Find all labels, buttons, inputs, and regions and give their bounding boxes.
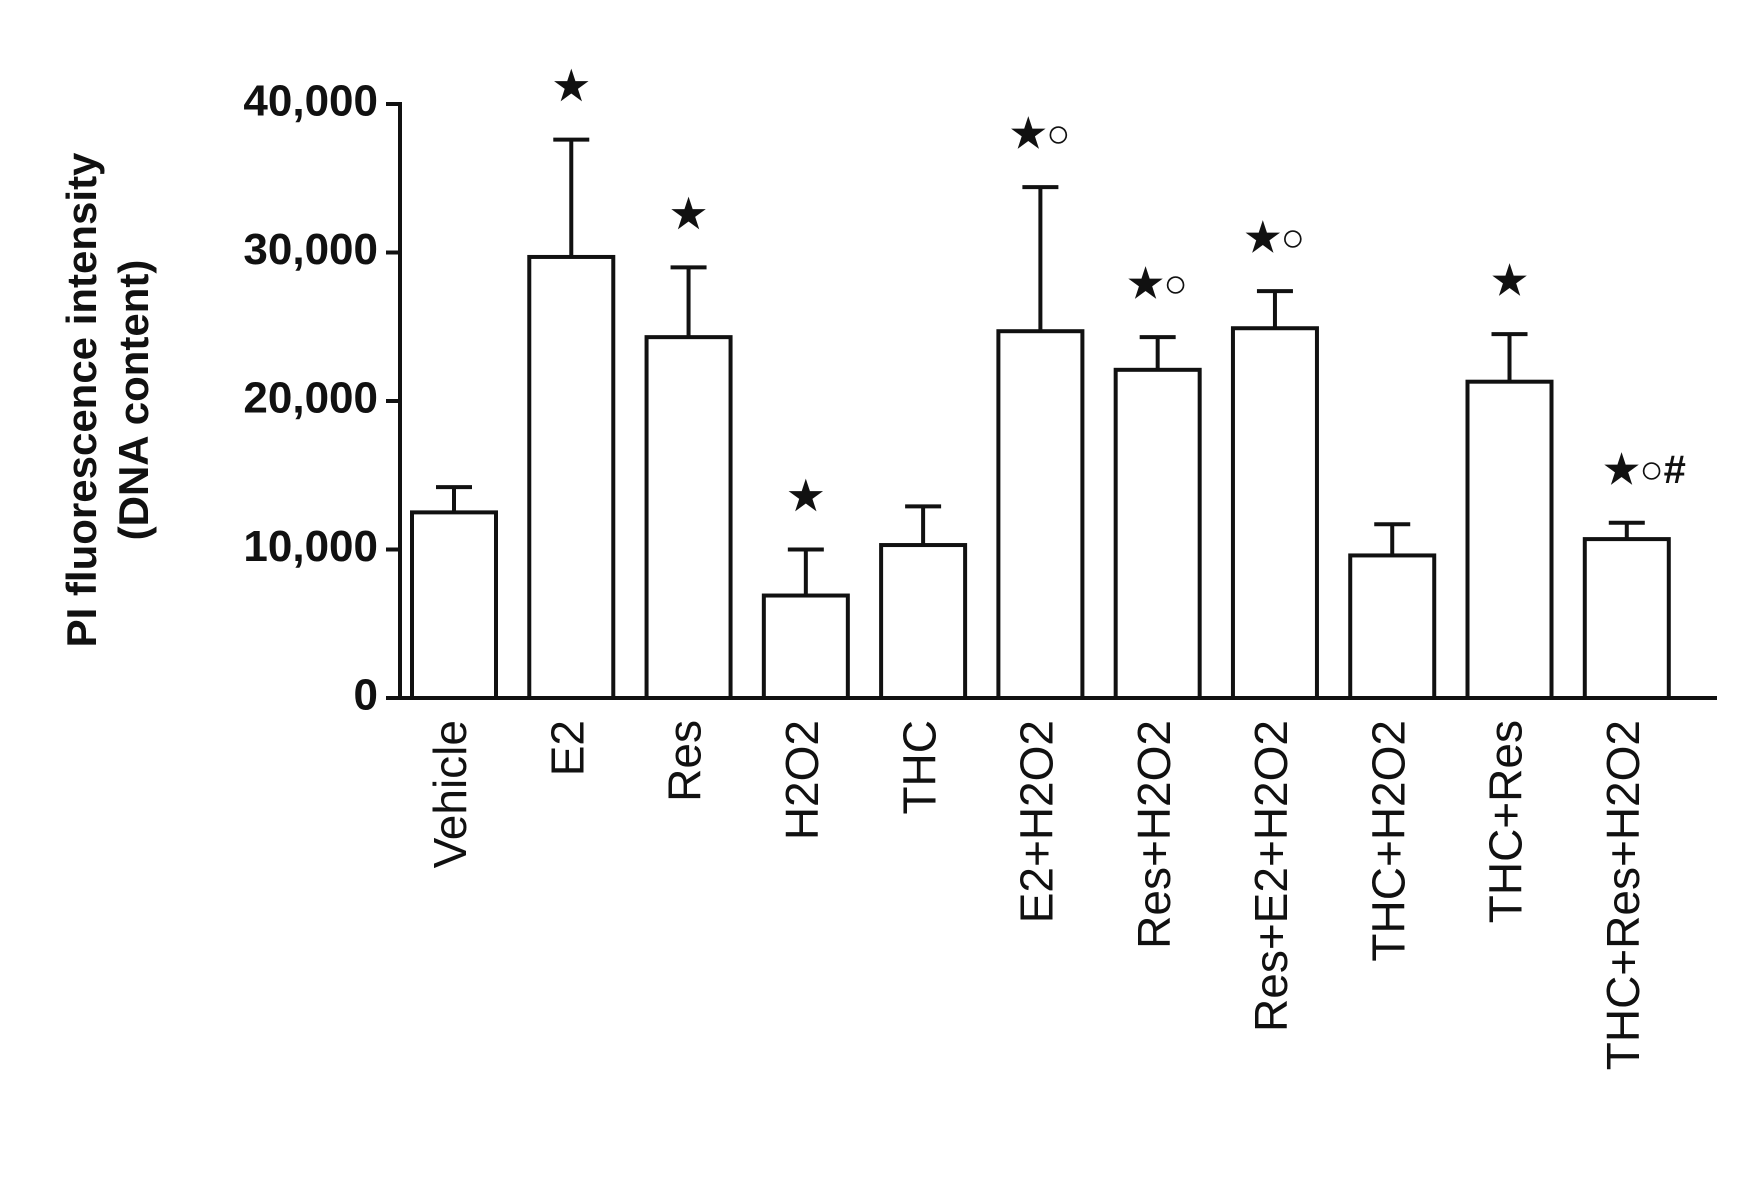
y-axis-title-line: (DNA content) [110,260,157,541]
y-tick-label: 10,000 [243,522,378,571]
y-tick-label: 40,000 [243,77,378,126]
significance-label: ★ [1492,259,1528,303]
error-bar [1491,332,1528,382]
bar [761,593,850,700]
error-bar [436,485,472,513]
x-tick-label: THC+Res+H2O2 [1597,720,1649,1070]
x-tick-label: THC [893,720,945,815]
error-bar [905,504,942,546]
x-tick-label: Vehicle [424,720,476,868]
error-bar [1022,185,1059,332]
x-tick-label: E2 [541,720,593,776]
bar [644,335,733,700]
x-tick-label: THC+H2O2 [1362,720,1414,962]
x-tick-label: H2O2 [776,720,828,840]
significance-label: ★○ [1245,216,1305,260]
x-tick-label: Res+H2O2 [1128,720,1180,949]
bar [1230,326,1319,700]
significance-label: ★○# [1604,448,1686,492]
y-axis-title-line: PI fluorescence intensity [58,152,105,647]
y-tick-label: 30,000 [243,225,378,274]
error-bar [1608,520,1645,540]
significance-label: ★ [671,192,707,236]
bar [879,543,968,700]
significance-label: ★ [553,65,589,109]
bar [996,329,1085,700]
error-bar [670,265,707,338]
x-tick-label: Res [659,720,711,802]
y-tick-label: 0 [354,671,378,720]
y-tick-label: 20,000 [243,374,378,423]
bar [410,510,498,700]
significance-label: ★ [788,475,824,519]
error-bar [1374,522,1411,556]
y-axis-title: PI fluorescence intensity (DNA content) [58,152,157,647]
significance-label: ★○ [1128,262,1188,306]
bar [527,254,616,700]
x-tick-label: THC+Res [1480,720,1532,923]
bar [1113,367,1202,700]
error-bar [787,547,824,596]
error-bar [553,137,590,257]
significance-label: ★○ [1010,112,1070,156]
bar [1465,379,1554,700]
bar [1348,553,1437,700]
error-bar [1139,335,1176,370]
x-tick-label: Res+E2+H2O2 [1245,720,1297,1032]
error-bar [1256,289,1293,329]
bar [1582,537,1671,700]
x-tick-label: E2+H2O2 [1011,720,1063,923]
